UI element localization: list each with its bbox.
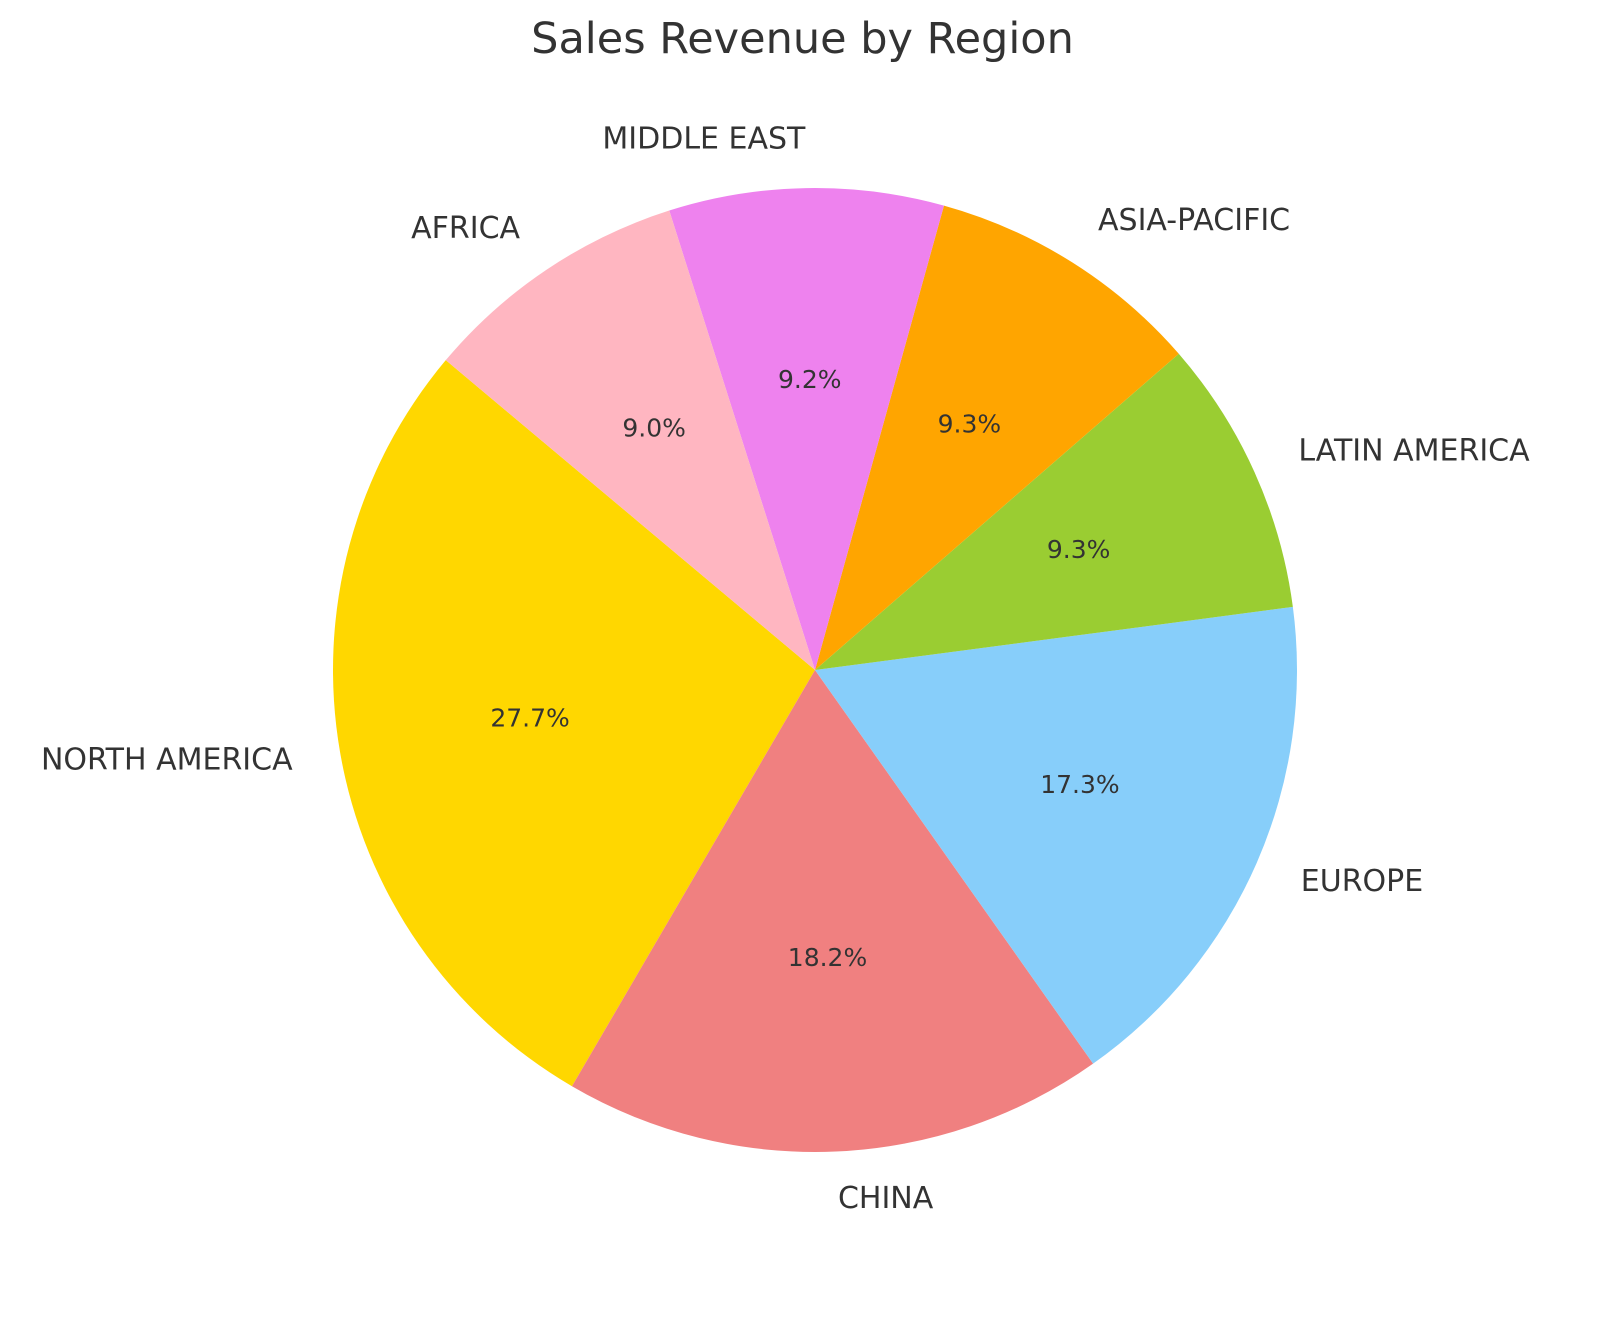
pie-slice-latin-america — [815, 353, 1293, 670]
percent-label-middle-east: 9.2% — [778, 365, 842, 394]
percent-label-china: 18.2% — [788, 943, 867, 972]
percent-label-latin-america: 9.3% — [1047, 535, 1111, 564]
slice-label-china: CHINA — [838, 1181, 934, 1216]
chart-title: Sales Revenue by Region — [531, 14, 1074, 64]
slice-label-europe: EUROPE — [1301, 864, 1423, 899]
percent-label-africa: 9.0% — [622, 414, 686, 443]
pie-slice-europe — [815, 606, 1297, 1064]
pie-slices — [332, 188, 1297, 1153]
slice-label-africa: AFRICA — [411, 211, 520, 246]
pie-slice-asia-pacific — [815, 205, 1179, 670]
slice-labels: NORTH AMERICA CHINA EUROPE LATIN AMERICA ASI… — [41, 121, 1530, 1216]
percent-label-europe: 17.3% — [1040, 770, 1119, 799]
pie-slice-north-america — [332, 360, 815, 1087]
percent-labels: 27.7% 18.2% 17.3% 9.3% 9.3% 9.2% 9.0% — [490, 365, 1119, 972]
slice-label-asia-pacific: ASIA-PACIFIC — [1098, 203, 1290, 238]
pie-slice-china — [571, 670, 1094, 1153]
slice-label-latin-america: LATIN AMERICA — [1298, 434, 1530, 469]
pie-slice-africa — [445, 210, 815, 670]
percent-label-north-america: 27.7% — [490, 704, 569, 733]
percent-label-asia-pacific: 9.3% — [938, 409, 1002, 438]
slice-label-middle-east: MIDDLE EAST — [602, 121, 806, 156]
pie-slice-middle-east — [669, 188, 944, 670]
slice-label-north-america: NORTH AMERICA — [41, 742, 293, 777]
